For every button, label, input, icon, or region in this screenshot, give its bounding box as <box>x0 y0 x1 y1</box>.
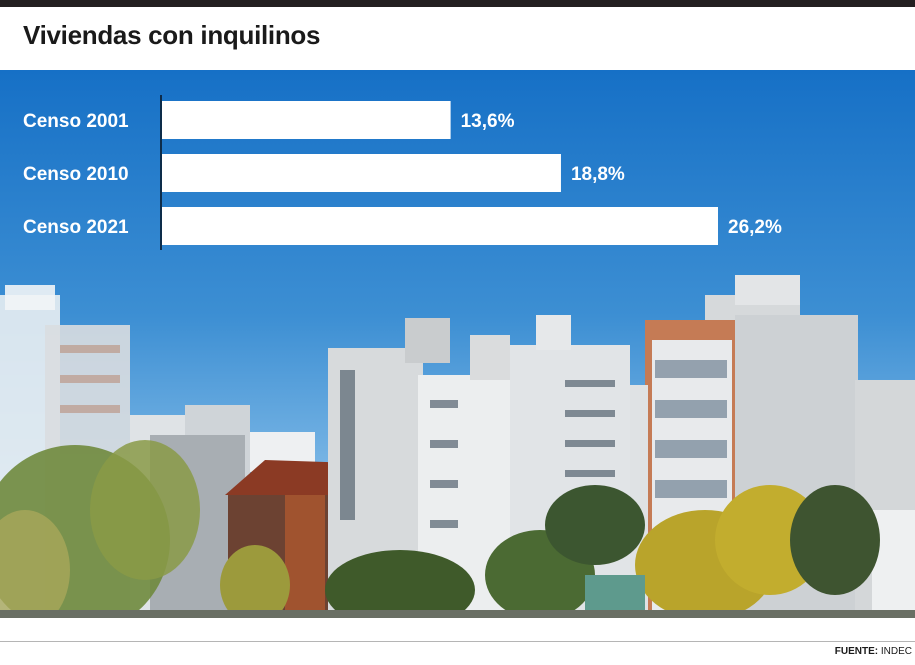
bar-chart-svg: Censo 2001 13,6% Censo 2010 18,8% Censo 2021… <box>23 95 782 250</box>
bar <box>162 207 718 245</box>
category-label: Censo 2001 <box>23 111 129 132</box>
bar-chart: Censo 2001 13,6% Censo 2010 18,8% Censo 2021… <box>0 70 915 270</box>
source-label: FUENTE: <box>834 646 879 657</box>
top-rule <box>0 0 915 7</box>
value-label: 18,8% <box>571 164 625 185</box>
category-label: Censo 2010 <box>23 164 129 185</box>
value-label: 13,6% <box>461 111 515 132</box>
category-label: Censo 2021 <box>23 217 129 238</box>
bar <box>162 101 451 139</box>
bottom-rule <box>0 641 915 642</box>
bar <box>162 154 561 192</box>
page-title: Viviendas con inquilinos <box>23 20 321 50</box>
source-note: FUENTE: INDEC <box>835 646 912 657</box>
source-value: INDEC <box>880 646 912 657</box>
value-label: 26,2% <box>728 217 782 238</box>
